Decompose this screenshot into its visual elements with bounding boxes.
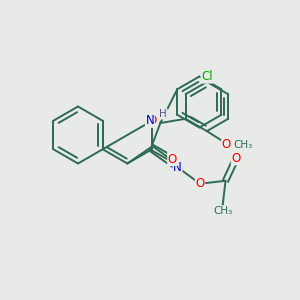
Text: O: O [222, 138, 231, 151]
Text: O: O [147, 114, 157, 127]
Text: O: O [168, 152, 177, 166]
Text: CH₃: CH₃ [233, 140, 253, 150]
Text: Cl: Cl [201, 70, 213, 83]
Text: N: N [146, 113, 154, 127]
Text: O: O [231, 152, 241, 165]
Text: O: O [195, 177, 205, 190]
Text: N: N [173, 161, 182, 174]
Text: H: H [160, 109, 167, 119]
Text: CH₃: CH₃ [213, 206, 232, 216]
